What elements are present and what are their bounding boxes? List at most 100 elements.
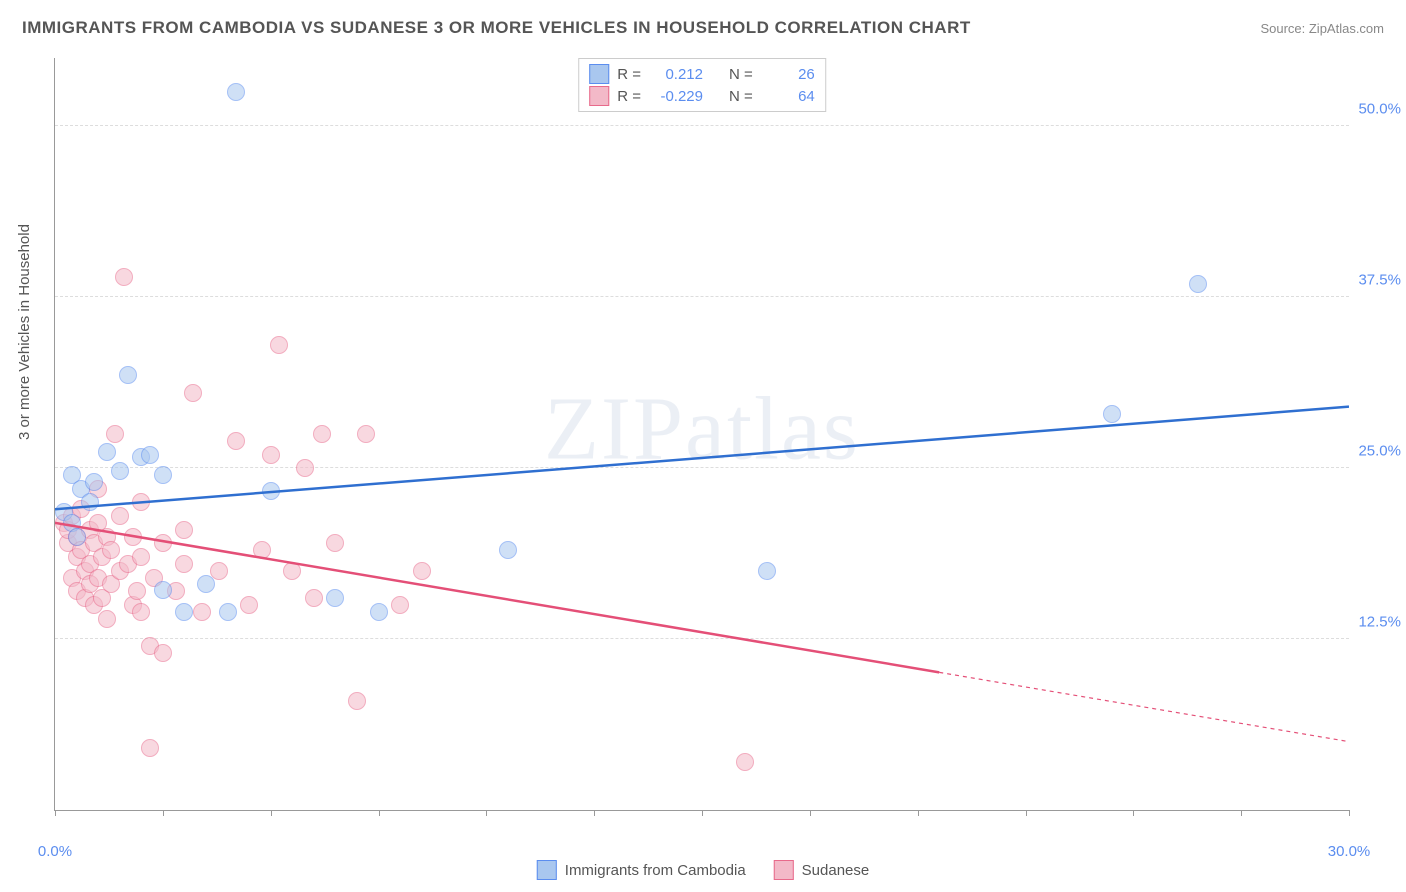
scatter-point-sudanese [253, 541, 271, 559]
scatter-point-cambodia [98, 443, 116, 461]
n-value-cambodia: 26 [763, 66, 815, 83]
y-tick-label: 50.0% [1358, 101, 1401, 118]
scatter-point-cambodia [326, 589, 344, 607]
gridline-horizontal [55, 125, 1349, 126]
x-tick [1133, 810, 1134, 816]
scatter-point-cambodia [111, 462, 129, 480]
series-legend: Immigrants from Cambodia Sudanese [537, 860, 869, 880]
x-tick [702, 810, 703, 816]
scatter-point-sudanese [193, 603, 211, 621]
correlation-legend: R = 0.212 N = 26 R = -0.229 N = 64 [578, 58, 826, 112]
scatter-point-sudanese [326, 534, 344, 552]
regression-line-sudanese [55, 523, 939, 672]
scatter-point-cambodia [227, 83, 245, 101]
x-tick [55, 810, 56, 816]
scatter-point-sudanese [391, 596, 409, 614]
scatter-point-cambodia [499, 541, 517, 559]
gridline-horizontal [55, 638, 1349, 639]
scatter-point-sudanese [210, 562, 228, 580]
scatter-point-cambodia [197, 575, 215, 593]
scatter-point-sudanese [175, 555, 193, 573]
scatter-point-sudanese [348, 692, 366, 710]
scatter-point-sudanese [283, 562, 301, 580]
scatter-point-sudanese [357, 425, 375, 443]
r-value-sudanese: -0.229 [651, 88, 703, 105]
gridline-horizontal [55, 296, 1349, 297]
regression-line-cambodia [55, 407, 1349, 510]
legend-item-sudanese: Sudanese [774, 860, 870, 880]
scatter-point-sudanese [132, 493, 150, 511]
scatter-point-sudanese [413, 562, 431, 580]
scatter-point-sudanese [313, 425, 331, 443]
x-tick [810, 810, 811, 816]
scatter-point-sudanese [98, 610, 116, 628]
scatter-point-sudanese [102, 541, 120, 559]
x-tick [1026, 810, 1027, 816]
scatter-point-sudanese [296, 459, 314, 477]
scatter-point-cambodia [81, 493, 99, 511]
scatter-point-cambodia [141, 446, 159, 464]
scatter-point-cambodia [154, 466, 172, 484]
scatter-point-cambodia [219, 603, 237, 621]
scatter-point-sudanese [115, 268, 133, 286]
scatter-point-sudanese [736, 753, 754, 771]
scatter-point-sudanese [154, 644, 172, 662]
scatter-point-sudanese [184, 384, 202, 402]
x-tick [486, 810, 487, 816]
x-tick [271, 810, 272, 816]
scatter-point-sudanese [262, 446, 280, 464]
swatch-cambodia-bottom [537, 860, 557, 880]
scatter-point-sudanese [106, 425, 124, 443]
legend-item-cambodia: Immigrants from Cambodia [537, 860, 746, 880]
r-value-cambodia: 0.212 [651, 66, 703, 83]
chart-header: IMMIGRANTS FROM CAMBODIA VS SUDANESE 3 O… [22, 18, 1384, 38]
x-tick [1349, 810, 1350, 816]
scatter-point-cambodia [370, 603, 388, 621]
chart-title: IMMIGRANTS FROM CAMBODIA VS SUDANESE 3 O… [22, 18, 971, 38]
regression-line-sudanese-extrapolated [939, 672, 1349, 741]
scatter-point-cambodia [68, 528, 86, 546]
x-tick-label: 0.0% [38, 843, 72, 860]
swatch-sudanese-bottom [774, 860, 794, 880]
source-attribution: Source: ZipAtlas.com [1260, 21, 1384, 36]
scatter-point-sudanese [124, 528, 142, 546]
x-tick [918, 810, 919, 816]
legend-row-sudanese: R = -0.229 N = 64 [589, 85, 815, 107]
regression-lines-layer [55, 58, 1349, 810]
scatter-plot-area: ZIPatlas R = 0.212 N = 26 R = -0.229 N =… [54, 58, 1349, 811]
scatter-point-sudanese [175, 521, 193, 539]
scatter-point-sudanese [132, 603, 150, 621]
scatter-point-sudanese [154, 534, 172, 552]
scatter-point-sudanese [132, 548, 150, 566]
watermark-text: ZIPatlas [544, 377, 860, 480]
scatter-point-sudanese [128, 582, 146, 600]
swatch-cambodia [589, 64, 609, 84]
scatter-point-cambodia [758, 562, 776, 580]
scatter-point-sudanese [305, 589, 323, 607]
scatter-point-cambodia [1103, 405, 1121, 423]
scatter-point-cambodia [262, 482, 280, 500]
scatter-point-cambodia [85, 473, 103, 491]
scatter-point-sudanese [227, 432, 245, 450]
gridline-horizontal [55, 467, 1349, 468]
scatter-point-cambodia [154, 581, 172, 599]
x-tick [1241, 810, 1242, 816]
x-tick [163, 810, 164, 816]
scatter-point-cambodia [119, 366, 137, 384]
scatter-point-sudanese [111, 507, 129, 525]
y-tick-label: 25.0% [1358, 443, 1401, 460]
scatter-point-sudanese [270, 336, 288, 354]
scatter-point-sudanese [141, 739, 159, 757]
x-tick [379, 810, 380, 816]
swatch-sudanese [589, 86, 609, 106]
legend-row-cambodia: R = 0.212 N = 26 [589, 63, 815, 85]
y-tick-label: 12.5% [1358, 614, 1401, 631]
scatter-point-sudanese [240, 596, 258, 614]
scatter-point-cambodia [1189, 275, 1207, 293]
n-value-sudanese: 64 [763, 88, 815, 105]
x-tick-label: 30.0% [1328, 843, 1371, 860]
y-tick-label: 37.5% [1358, 272, 1401, 289]
y-axis-label: 3 or more Vehicles in Household [16, 224, 33, 440]
scatter-point-cambodia [175, 603, 193, 621]
x-tick [594, 810, 595, 816]
